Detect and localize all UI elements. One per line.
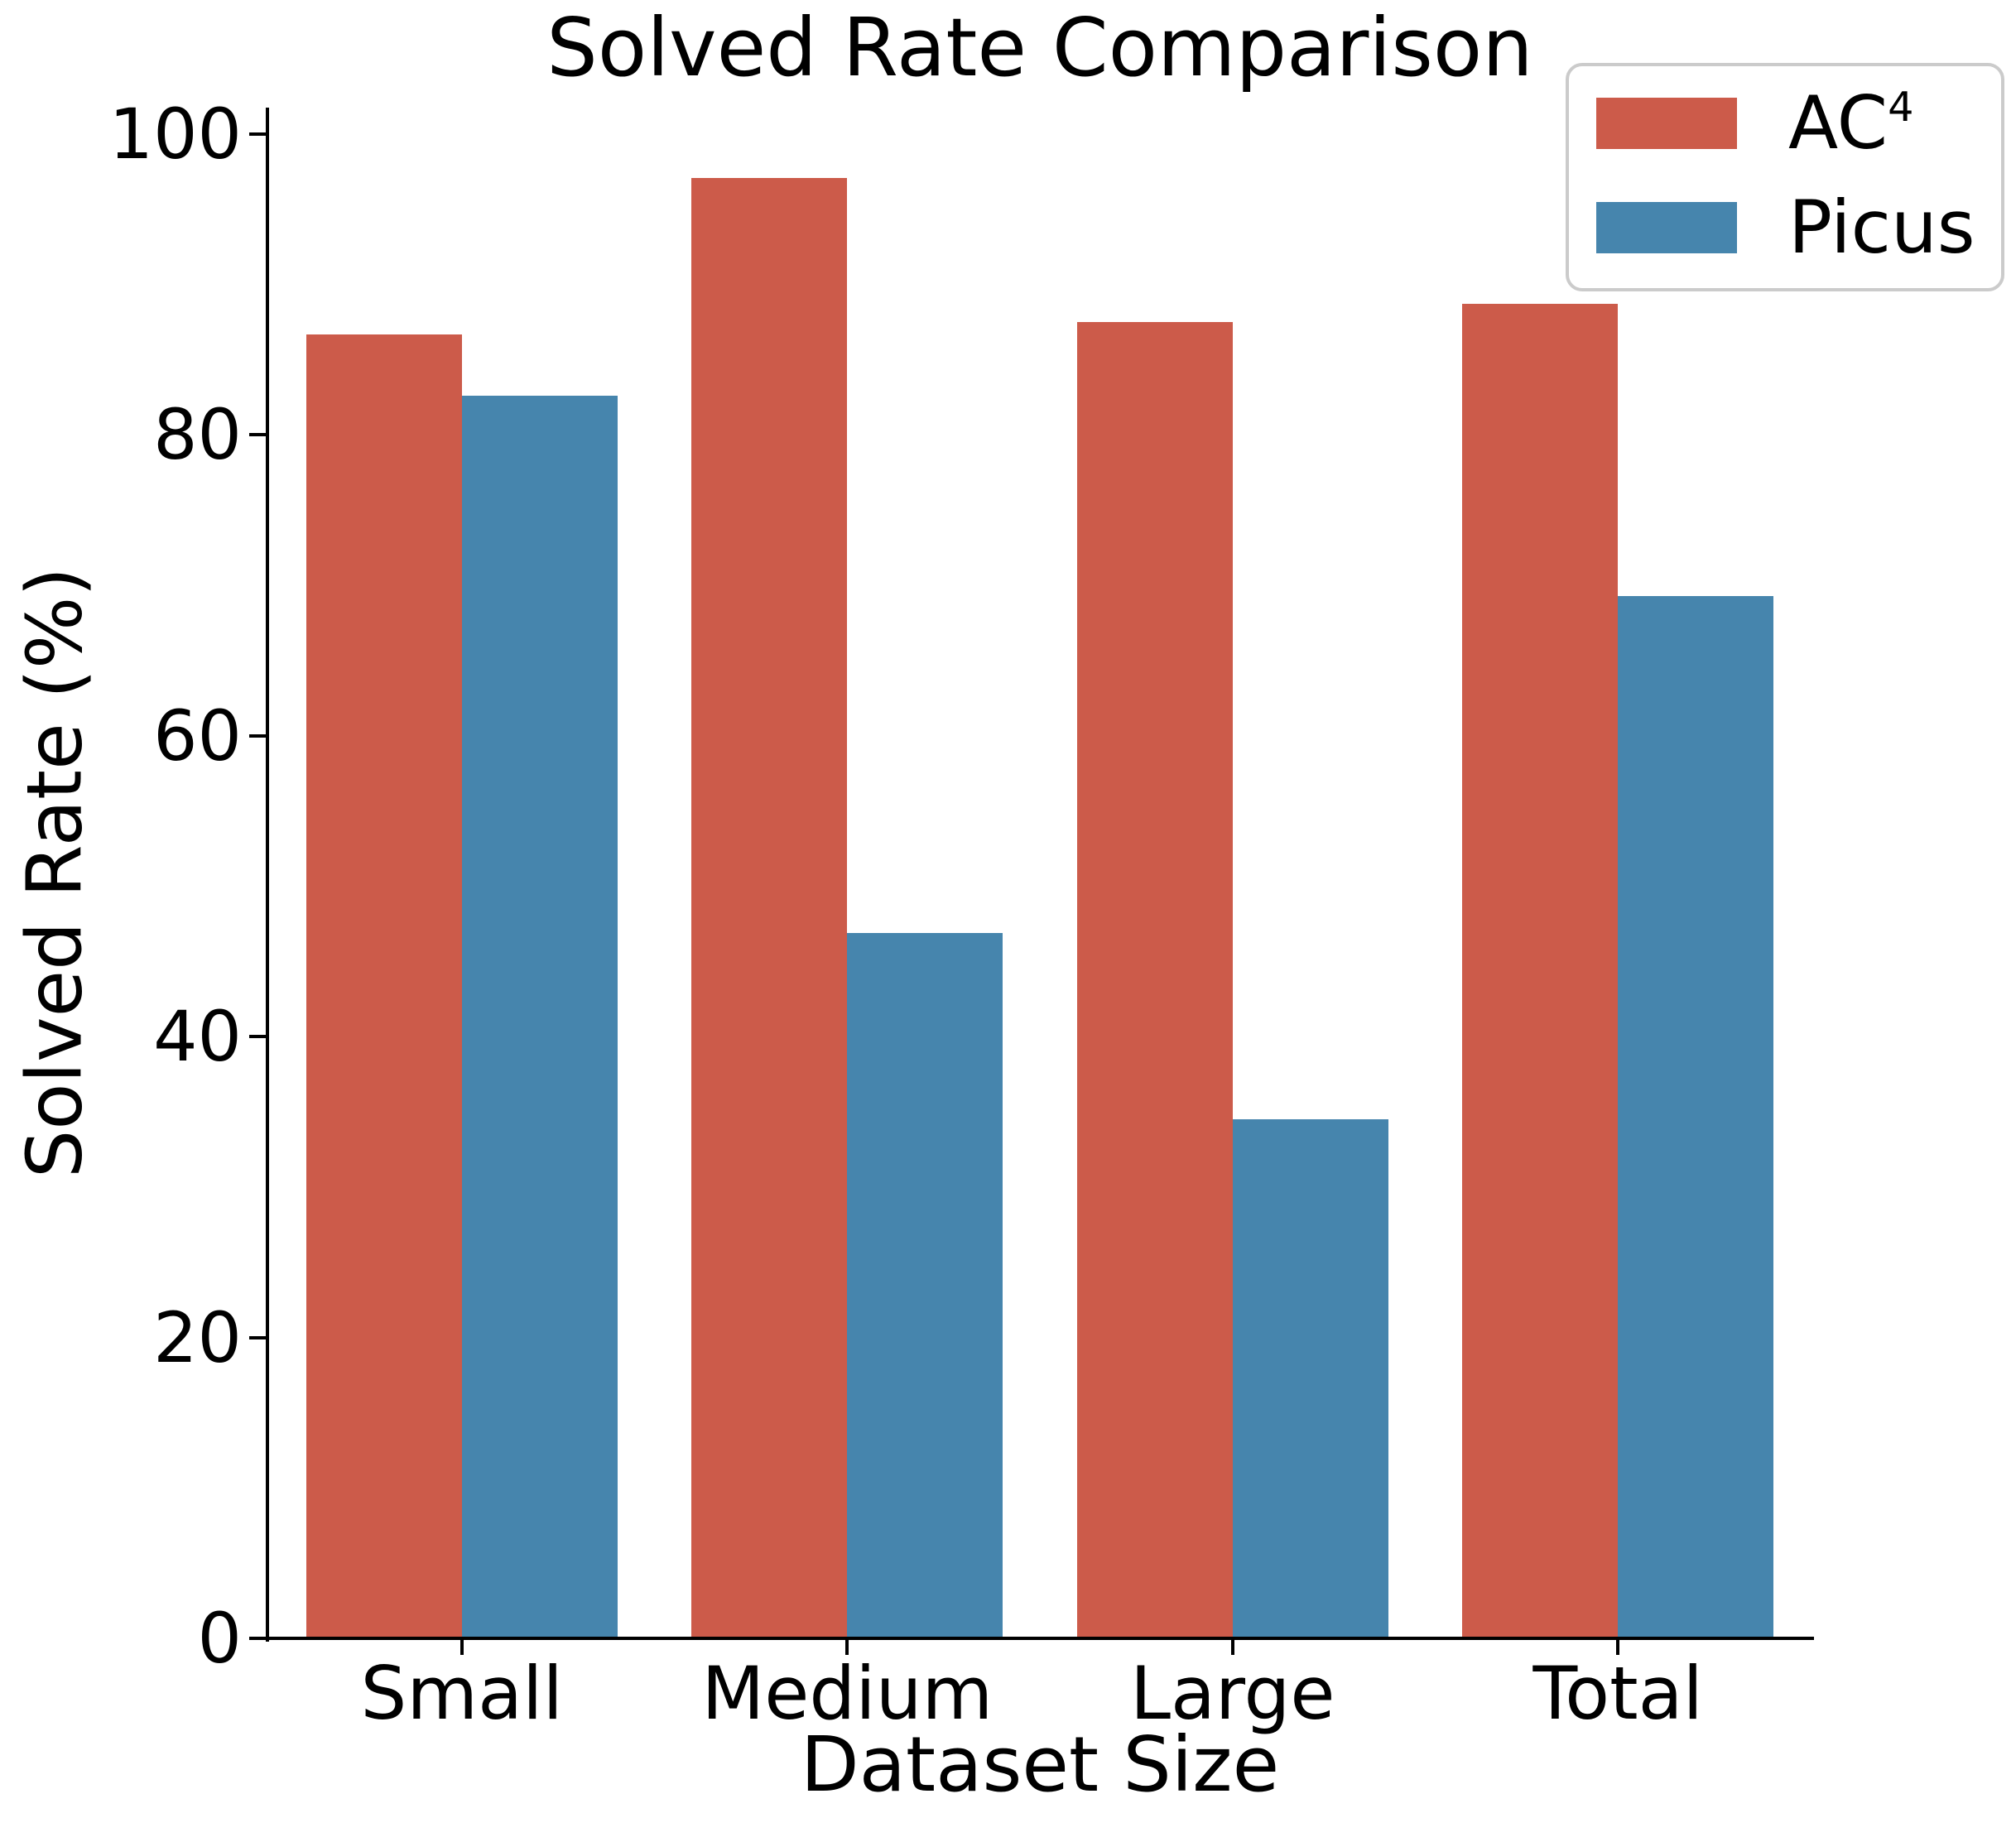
legend-item-ac4: AC4 <box>1596 87 1976 160</box>
bar-ac4-large <box>1076 322 1233 1638</box>
y-axis-label: Solved Rate (%) <box>10 566 99 1179</box>
x-tick-small <box>459 1640 464 1655</box>
x-tick-label-medium: Medium <box>701 1651 994 1736</box>
y-tick-label-0: 0 <box>197 1598 242 1679</box>
x-tick-large <box>1230 1640 1234 1655</box>
y-tick-60 <box>249 733 266 738</box>
bar-ac4-total <box>1462 304 1619 1638</box>
x-tick-medium <box>845 1640 849 1655</box>
y-tick-40 <box>249 1035 266 1039</box>
y-tick-0 <box>249 1637 266 1640</box>
legend: AC4 Picus <box>1566 63 2004 291</box>
chart-title: Solved Rate Comparison <box>546 1 1533 94</box>
legend-swatch-picus <box>1596 202 1737 253</box>
x-tick-label-total: Total <box>1532 1651 1704 1736</box>
x-tick-label-small: Small <box>360 1651 563 1736</box>
y-axis-line <box>266 108 269 1642</box>
y-tick-20 <box>249 1335 266 1339</box>
x-axis-line <box>266 1637 1814 1640</box>
x-axis-label: Dataset Size <box>800 1720 1280 1809</box>
bar-picus-large <box>1232 1119 1388 1638</box>
legend-label-superscript: 4 <box>1888 83 1914 132</box>
y-tick-label-80: 80 <box>153 394 242 476</box>
bar-ac4-medium <box>691 177 848 1638</box>
x-tick-total <box>1616 1640 1620 1655</box>
y-tick-80 <box>249 433 266 437</box>
legend-label-picus: Picus <box>1788 185 1975 270</box>
y-tick-100 <box>249 132 266 136</box>
y-tick-label-60: 60 <box>153 695 242 777</box>
y-tick-label-20: 20 <box>153 1296 242 1378</box>
bar-picus-medium <box>847 932 1003 1638</box>
legend-label-ac4: AC4 <box>1788 80 1914 166</box>
legend-item-picus: Picus <box>1596 191 1976 264</box>
y-tick-label-100: 100 <box>108 94 242 175</box>
x-tick-label-large: Large <box>1129 1651 1335 1736</box>
bar-ac4-small <box>306 334 462 1638</box>
bar-picus-small <box>461 396 618 1638</box>
bar-picus-total <box>1618 595 1774 1638</box>
legend-swatch-ac4 <box>1596 98 1737 149</box>
y-tick-label-40: 40 <box>153 996 242 1078</box>
